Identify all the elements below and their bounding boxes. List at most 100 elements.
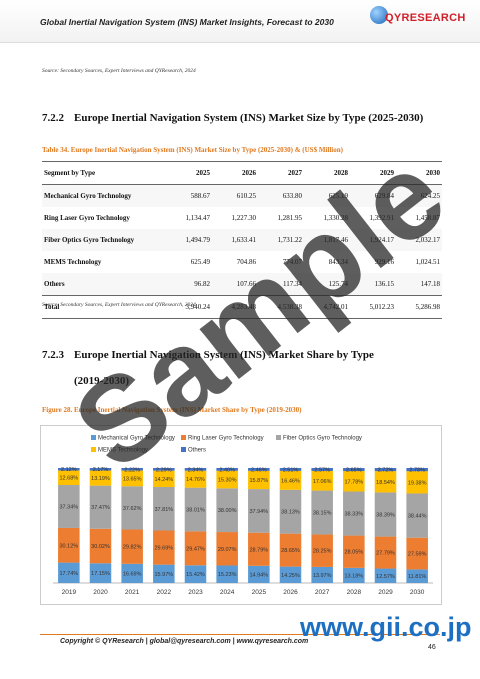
bar-segment	[121, 468, 143, 471]
bar-segment	[311, 534, 333, 567]
table-cell: 4,538.38	[258, 295, 304, 319]
bar-segment	[374, 536, 397, 569]
bar-segment	[248, 565, 270, 583]
source-note: Source: Secondary Sources, Expert Interv…	[42, 68, 196, 74]
data-label: 14.25%	[281, 573, 300, 579]
data-label: 15.87%	[250, 478, 269, 484]
bar-segment	[343, 491, 365, 536]
legend-swatch	[181, 447, 186, 452]
logo-icon	[370, 6, 388, 24]
table-cell: Ring Laser Gyro Technology	[44, 214, 130, 222]
table-row: Mechanical Gyro Technology 588.67 610.25 63…	[42, 184, 442, 207]
header-bar	[0, 0, 480, 43]
data-label: 13.19%	[91, 476, 110, 482]
table-cell: 1,924.17	[350, 229, 396, 251]
x-tick-label: 2026	[283, 589, 298, 596]
section-heading: 7.2.2 Europe Inertial Navigation System …	[42, 112, 442, 131]
section-title: Europe Inertial Navigation System (INS) …	[74, 349, 374, 387]
data-label: 2.72%	[378, 468, 394, 474]
bar-segment	[89, 468, 112, 471]
legend-label: Fiber Optics Gyro Technology	[283, 436, 362, 442]
data-label: 28.05%	[345, 550, 364, 556]
table-cell: 4,283.48	[212, 295, 258, 319]
data-label: 16.46%	[281, 478, 300, 484]
data-label: 15.23%	[218, 572, 237, 578]
data-label: 2.29%	[156, 467, 172, 473]
data-label: 27.59%	[408, 552, 427, 558]
chart-frame: Mechanical Gyro Technology Ring Laser Gyr…	[40, 425, 442, 605]
data-label: 2.51%	[283, 467, 299, 473]
bar-segment	[406, 537, 428, 570]
data-label: 13.18%	[345, 573, 364, 579]
bar-segment	[153, 468, 175, 471]
data-label: 2.22%	[124, 467, 140, 473]
data-label: 17.74%	[60, 571, 79, 577]
table-header-row: Segment by Type 2025 2026 2027 2028 2029 2030	[42, 161, 442, 185]
bar-segment	[374, 471, 397, 493]
bar-segment	[58, 468, 80, 471]
legend-swatch	[91, 435, 96, 440]
data-label: 29.82%	[123, 545, 142, 551]
bar-segment	[58, 562, 80, 583]
table-row: Ring Laser Gyro Technology 1,134.47 1,227.…	[42, 207, 442, 229]
bar-segment	[311, 468, 333, 471]
table-cell: 107.66	[212, 273, 258, 296]
x-tick-label: 2019	[62, 589, 77, 596]
chart: Mechanical Gyro Technology Ring Laser Gyr…	[53, 435, 433, 596]
data-label: 14.76%	[186, 477, 205, 483]
table-cell: 929.16	[374, 258, 394, 266]
bar-segment	[153, 470, 175, 488]
column-header: 2030	[396, 161, 442, 185]
data-label: 15.30%	[218, 478, 237, 484]
section-number: 7.2.2	[42, 112, 64, 124]
bar-segment	[89, 528, 112, 564]
column-header: 2029	[350, 161, 396, 185]
table-cell: 125.74	[304, 273, 350, 296]
bar-segment	[374, 467, 397, 472]
bar-segment	[406, 468, 428, 472]
data-label: 2.17%	[93, 467, 109, 473]
bar-segment	[279, 566, 302, 583]
bar-segment	[406, 569, 428, 583]
column-header: 2027	[258, 161, 304, 185]
table-row: MEMS Technology 625.49 704.86 774.07 843.34 9…	[42, 251, 442, 273]
legend-swatch	[91, 447, 96, 452]
legend-label: Mechanical Gyro Technology	[98, 436, 175, 442]
data-label: 13.65%	[123, 476, 142, 482]
table-cell: 1,494.79	[166, 229, 212, 251]
data-label: 15.42%	[186, 572, 205, 578]
data-label: 28.25%	[313, 549, 332, 555]
table-row: Total 3,940.24 4,283.48 4,538.38 4,742.01 5,0…	[42, 295, 442, 319]
data-label: 18.54%	[376, 480, 395, 486]
bar-segment	[184, 565, 207, 583]
data-label: 37.81%	[155, 507, 174, 513]
table-cell: 117.34	[258, 273, 304, 296]
data-label: 2.46%	[251, 467, 267, 473]
table-cell: 1,024.51	[415, 258, 441, 266]
bar-segment	[311, 470, 333, 491]
data-label: 38.15%	[313, 511, 332, 517]
column-header: 2028	[304, 161, 350, 185]
data-label: 12.68%	[60, 476, 79, 482]
table-cell: 96.82	[166, 273, 212, 296]
table-cell: 1,134.47	[185, 214, 211, 222]
bar-segment	[343, 535, 365, 568]
bar-segment	[343, 567, 365, 583]
x-tick-label: 2023	[188, 589, 203, 596]
table-cell: Mechanical Gyro Technology	[42, 184, 166, 207]
x-tick-label: 2029	[378, 589, 393, 596]
data-label: 29.47%	[186, 546, 205, 552]
x-tick-label: 2022	[157, 589, 172, 596]
legend-label: Ring Laser Gyro Technology	[188, 436, 264, 442]
data-label: 2.78%	[409, 468, 425, 474]
data-label: 17.06%	[313, 479, 332, 485]
bar-segment	[343, 471, 365, 492]
table-cell: 1,731.22	[258, 229, 304, 251]
table-row: Others 96.82 107.66 117.34 125.74 136.15 147.1…	[42, 273, 442, 296]
bar-segment	[374, 492, 397, 537]
data-label: 38.01%	[186, 508, 205, 514]
x-tick-label: 2028	[347, 589, 362, 596]
data-label: 37.94%	[250, 509, 269, 515]
bar-segment	[248, 468, 270, 471]
x-tick-label: 2020	[93, 589, 108, 596]
